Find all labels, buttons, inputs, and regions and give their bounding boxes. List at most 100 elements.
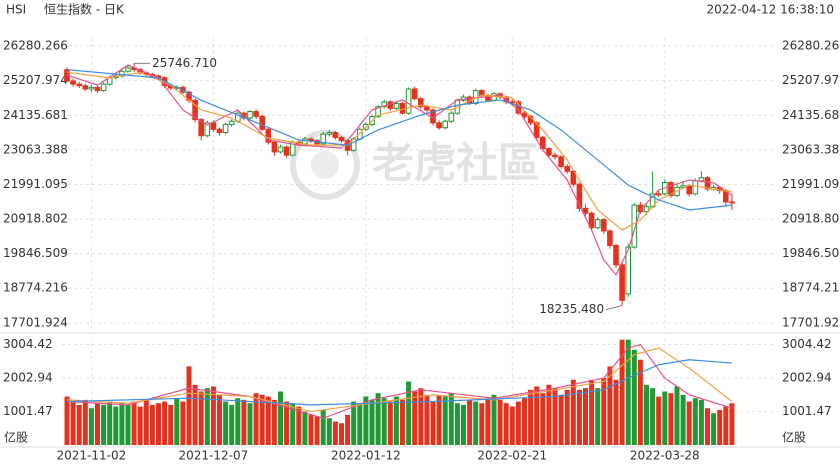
volume-bar [436,394,442,445]
volume-bar [101,404,107,445]
volume-bar [125,404,131,445]
volume-bar [601,378,607,445]
ma-line [66,343,733,419]
volume-bar [162,401,168,445]
ma-line [66,71,732,231]
candle-body [540,136,546,150]
candle-body [698,177,705,182]
candle-body [375,106,381,117]
volume-bar [326,418,332,445]
ma-line [66,359,732,406]
candle-body [125,67,131,72]
volume-bar [491,394,497,445]
volume-bar [552,388,558,445]
timestamp: 2022-04-12 16:38:10 [707,3,834,17]
watermark-logo-inner [311,151,339,179]
y-tick-label-right: 18774.216 [782,281,840,295]
volume-bar [381,398,387,445]
volume-bar [607,366,613,445]
volume-bar [412,391,418,445]
volume-bar [265,396,271,445]
candle-body [625,246,632,295]
y-tick-label-right: 26280.266 [782,39,840,53]
volume-bar [393,396,399,445]
volume-bar [198,391,204,445]
watermark-logo [290,130,360,200]
volume-bar [729,403,735,445]
y-tick-label: 23063.388 [3,142,68,156]
volume-bar [186,366,192,445]
volume-bar [332,421,338,445]
y-tick-label-right: 25207.974 [782,73,840,87]
volume-bar [576,389,582,445]
candle-body [247,111,253,119]
candle-body [70,80,76,85]
candle-body [729,201,735,204]
volume-bar [149,404,155,445]
candle-body [100,83,107,92]
volume-bar [131,401,137,445]
x-tick-label: 2022-03-28 [630,449,700,463]
volume-bar [156,403,161,445]
volume-bar [668,393,674,445]
volume-bar [247,403,253,445]
volume-bar [705,408,710,445]
volume-bar [656,396,662,445]
volume-bar [375,393,381,445]
candle-body [594,219,601,229]
candle-body [558,156,564,167]
annotation-label: 18235.480 [539,302,604,316]
candle-body [521,112,528,117]
volume-bar [442,396,448,445]
candle-body [326,132,333,135]
candle-body [631,204,638,248]
volume-bar [253,393,259,445]
volume-unit: 亿股 [4,430,28,445]
y-tick-label-right: 23063.388 [782,142,840,156]
volume-bar [217,394,222,445]
candle-body [198,119,204,137]
y-tick-label-right: 20918.802 [782,212,840,226]
candle-body [399,102,406,114]
candle-body [94,86,101,92]
volume-bar [692,398,698,445]
volume-bar [522,398,527,445]
x-tick-label: 2022-01-12 [331,449,401,463]
y-tick-label: 25207.974 [3,73,68,87]
volume-bar [302,411,308,445]
volume-bar [76,404,82,445]
y-tick-label-right: 17701.924 [782,315,840,329]
volume-bar [564,389,570,445]
x-tick-label: 2021-11-02 [57,449,127,463]
volume-bar [717,409,723,445]
x-tick-label: 2021-12-07 [179,449,249,463]
volume-bar [88,408,94,445]
volume-bar [351,401,357,445]
candle-body [704,177,711,190]
volume-bar [595,388,601,445]
y-tick-label-right: 21991.095 [782,177,840,191]
volume-bar [467,399,473,445]
candle-body [210,122,217,130]
candle-body [436,122,442,129]
y-tick-label: 21991.095 [3,177,68,191]
candle-body [424,106,430,111]
volume-tick-label-right: 1001.47 [782,404,832,418]
y-tick-label: 19846.509 [3,246,68,260]
volume-bar [296,406,302,445]
candle-body [192,99,198,121]
volume-bar [473,401,479,445]
volume-bar [515,401,521,445]
volume-bar [229,404,235,445]
volume-bar [540,393,546,445]
volume-bar [235,398,241,445]
volume-bar [479,403,485,445]
candle-body [448,112,455,122]
candle-body [381,101,387,108]
candle-body [552,154,558,158]
y-tick-label: 17701.924 [3,315,68,329]
volume-bar [619,339,625,445]
y-tick-label: 24135.681 [3,108,68,122]
candle-body [320,133,326,145]
y-tick-label-right: 19846.509 [782,246,840,260]
